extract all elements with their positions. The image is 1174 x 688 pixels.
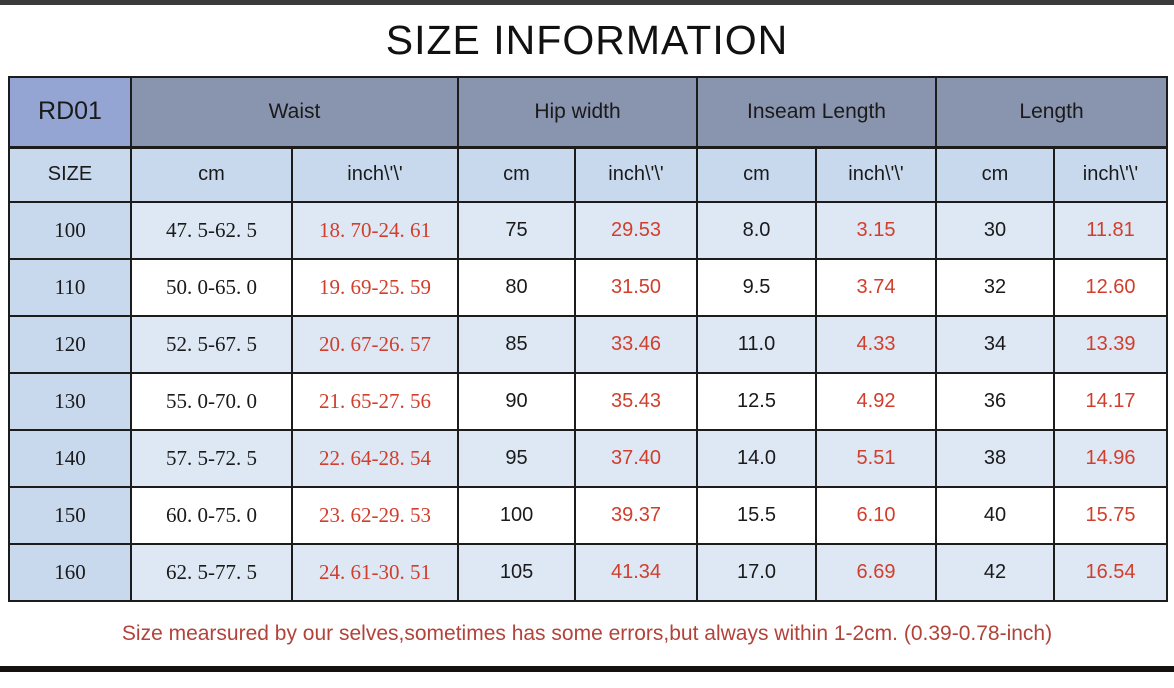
length-cm-cell: 32: [935, 258, 1056, 317]
waist-cm-cell: 52. 5-67. 5: [130, 315, 293, 374]
length-cm-cell: 36: [935, 372, 1056, 431]
inseam-inch-cell: 6.10: [815, 486, 938, 545]
length-inch-header: inch\'\': [1053, 146, 1169, 203]
length-cm-header: cm: [935, 146, 1056, 203]
waist-cm-cell: 50. 0-65. 0: [130, 258, 293, 317]
hip-inch-cell: 33.46: [574, 315, 699, 374]
inseam-inch-cell: 4.33: [815, 315, 938, 374]
table-row: 150 60. 0-75. 0 23. 62-29. 53 100 39.37 …: [8, 486, 1169, 545]
hip-inch-cell: 31.50: [574, 258, 699, 317]
waist-cm-cell: 57. 5-72. 5: [130, 429, 293, 488]
group-header-inseam-length: Inseam Length: [696, 76, 938, 149]
waist-inch-cell: 18. 70-24. 61: [290, 201, 460, 260]
table-row: 160 62. 5-77. 5 24. 61-30. 51 105 41.34 …: [8, 543, 1169, 602]
hip-cm-cell: 75: [457, 201, 577, 260]
length-cm-cell: 42: [935, 543, 1056, 602]
length-inch-cell: 11.81: [1053, 201, 1169, 260]
inseam-inch-cell: 5.51: [815, 429, 938, 488]
inseam-cm-header: cm: [696, 146, 818, 203]
inseam-cm-cell: 8.0: [696, 201, 818, 260]
hip-cm-cell: 100: [457, 486, 577, 545]
inseam-cm-cell: 12.5: [696, 372, 818, 431]
size-cell: 160: [8, 543, 132, 602]
unit-header-row: SIZE cm inch\'\' cm inch\'\' cm inch\'\'…: [8, 146, 1169, 203]
waist-inch-header: inch\'\': [290, 146, 460, 203]
size-cell: 140: [8, 429, 132, 488]
table-row: 110 50. 0-65. 0 19. 69-25. 59 80 31.50 9…: [8, 258, 1169, 317]
length-inch-cell: 12.60: [1053, 258, 1169, 317]
waist-inch-cell: 21. 65-27. 56: [290, 372, 460, 431]
inseam-cm-cell: 9.5: [696, 258, 818, 317]
size-cell: 110: [8, 258, 132, 317]
length-cm-cell: 30: [935, 201, 1056, 260]
top-divider-bar: [0, 0, 1174, 5]
waist-inch-cell: 24. 61-30. 51: [290, 543, 460, 602]
size-cell: 120: [8, 315, 132, 374]
hip-inch-cell: 35.43: [574, 372, 699, 431]
waist-inch-cell: 22. 64-28. 54: [290, 429, 460, 488]
inseam-inch-cell: 6.69: [815, 543, 938, 602]
waist-cm-header: cm: [130, 146, 293, 203]
table-row: 140 57. 5-72. 5 22. 64-28. 54 95 37.40 1…: [8, 429, 1169, 488]
size-cell: 130: [8, 372, 132, 431]
inseam-cm-cell: 17.0: [696, 543, 818, 602]
inseam-inch-cell: 3.15: [815, 201, 938, 260]
length-cm-cell: 34: [935, 315, 1056, 374]
length-inch-cell: 15.75: [1053, 486, 1169, 545]
inseam-cm-cell: 15.5: [696, 486, 818, 545]
waist-cm-cell: 55. 0-70. 0: [130, 372, 293, 431]
inseam-cm-cell: 14.0: [696, 429, 818, 488]
table-row: 100 47. 5-62. 5 18. 70-24. 61 75 29.53 8…: [8, 201, 1169, 260]
footer-note: Size mearsured by our selves,sometimes h…: [121, 622, 1053, 645]
length-inch-cell: 14.17: [1053, 372, 1169, 431]
hip-inch-header: inch\'\': [574, 146, 699, 203]
size-column-header: SIZE: [8, 146, 132, 203]
hip-cm-cell: 95: [457, 429, 577, 488]
table-row: 130 55. 0-70. 0 21. 65-27. 56 90 35.43 1…: [8, 372, 1169, 431]
group-header-waist: Waist: [129, 76, 460, 149]
hip-inch-cell: 37.40: [574, 429, 699, 488]
inseam-inch-cell: 4.92: [815, 372, 938, 431]
waist-cm-cell: 47. 5-62. 5: [130, 201, 293, 260]
inseam-inch-cell: 3.74: [815, 258, 938, 317]
waist-inch-cell: 20. 67-26. 57: [290, 315, 460, 374]
waist-inch-cell: 19. 69-25. 59: [290, 258, 460, 317]
title-area: SIZE INFORMATION: [0, 5, 1174, 76]
size-chart-table: RD01 Waist Hip width Inseam Length Lengt…: [8, 76, 1169, 602]
hip-cm-header: cm: [457, 146, 577, 203]
hip-inch-cell: 39.37: [574, 486, 699, 545]
length-inch-cell: 13.39: [1053, 315, 1169, 374]
hip-cm-cell: 85: [457, 315, 577, 374]
inseam-cm-cell: 11.0: [696, 315, 818, 374]
size-cell: 150: [8, 486, 132, 545]
table-row: 120 52. 5-67. 5 20. 67-26. 57 85 33.46 1…: [8, 315, 1169, 374]
bottom-divider-bar: [0, 666, 1174, 672]
group-header-row: RD01 Waist Hip width Inseam Length Lengt…: [8, 76, 1169, 149]
waist-cm-cell: 60. 0-75. 0: [130, 486, 293, 545]
group-header-length: Length: [935, 76, 1169, 149]
page-title: SIZE INFORMATION: [385, 17, 789, 63]
inseam-inch-header: inch\'\': [815, 146, 938, 203]
hip-inch-cell: 29.53: [574, 201, 699, 260]
length-cm-cell: 40: [935, 486, 1056, 545]
footer-area: Size mearsured by our selves,sometimes h…: [0, 602, 1174, 666]
model-code-cell: RD01: [8, 76, 132, 149]
size-cell: 100: [8, 201, 132, 260]
length-inch-cell: 16.54: [1053, 543, 1169, 602]
hip-cm-cell: 90: [457, 372, 577, 431]
length-inch-cell: 14.96: [1053, 429, 1169, 488]
hip-cm-cell: 80: [457, 258, 577, 317]
group-header-hip-width: Hip width: [457, 76, 699, 149]
hip-cm-cell: 105: [457, 543, 577, 602]
hip-inch-cell: 41.34: [574, 543, 699, 602]
waist-inch-cell: 23. 62-29. 53: [290, 486, 460, 545]
waist-cm-cell: 62. 5-77. 5: [130, 543, 293, 602]
length-cm-cell: 38: [935, 429, 1056, 488]
